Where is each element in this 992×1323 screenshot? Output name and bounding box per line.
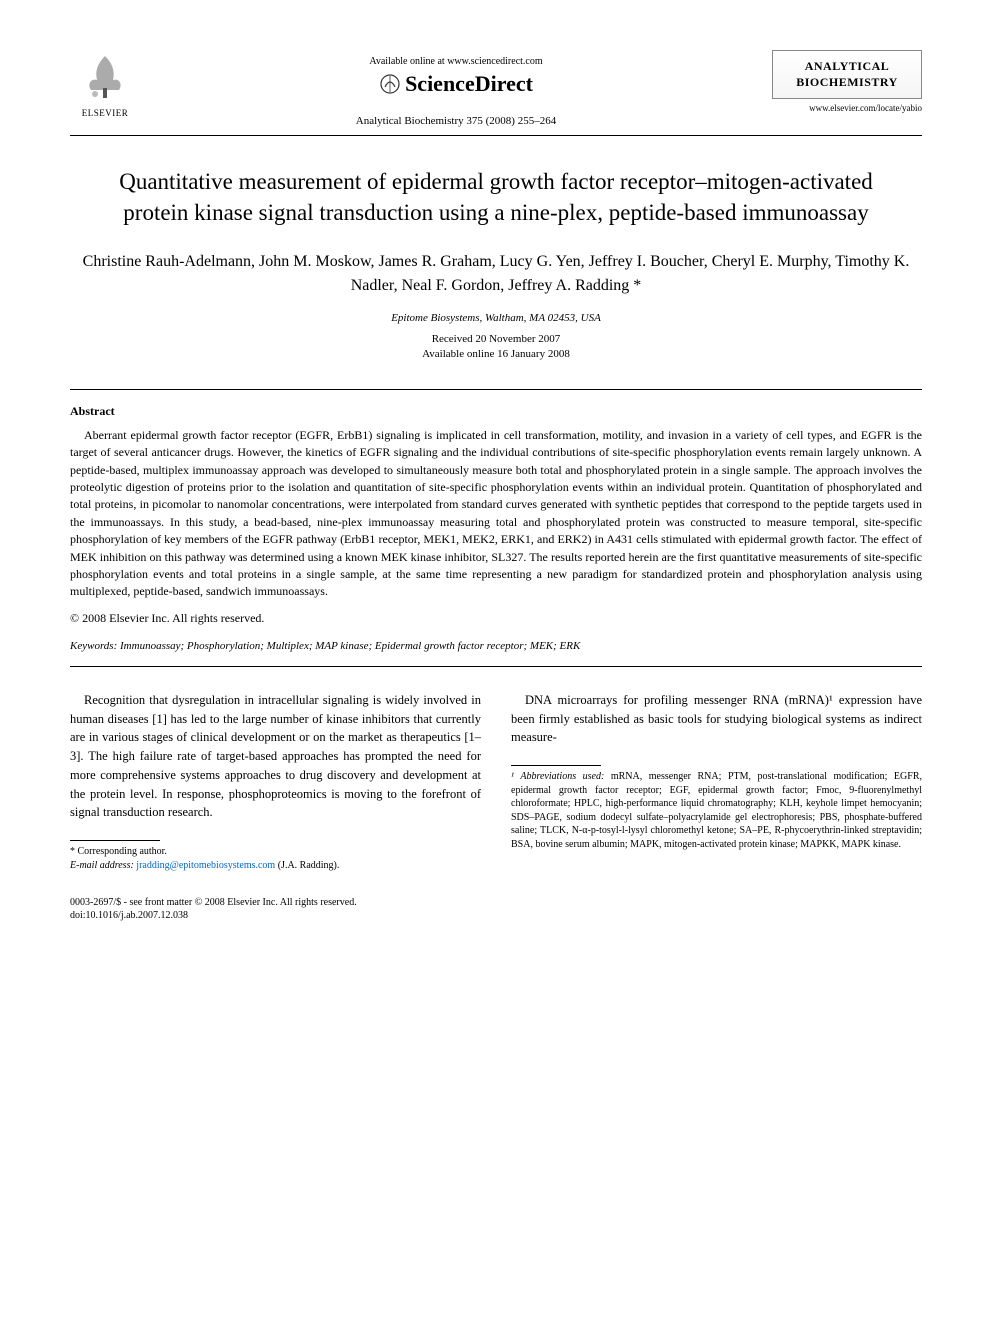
footer-line1: 0003-2697/$ - see front matter © 2008 El… [70, 896, 922, 909]
left-paragraph: Recognition that dysregulation in intrac… [70, 691, 481, 822]
abstract-body: Aberrant epidermal growth factor recepto… [70, 427, 922, 601]
elsevier-logo: ELSEVIER [70, 50, 140, 118]
abstract-copyright: © 2008 Elsevier Inc. All rights reserved… [70, 611, 922, 626]
abbreviations-footnote: ¹ Abbreviations used: mRNA, messenger RN… [511, 770, 922, 851]
journal-name-line1: ANALYTICAL [779, 59, 915, 75]
footnote-separator-right [511, 765, 601, 766]
elsevier-label: ELSEVIER [82, 108, 129, 118]
footnote-separator-left [70, 840, 160, 841]
abstract-heading: Abstract [70, 404, 922, 419]
footer: 0003-2697/$ - see front matter © 2008 El… [70, 896, 922, 922]
sciencedirect-icon [379, 73, 401, 95]
dates: Received 20 November 2007 Available onli… [70, 332, 922, 363]
abbrev-label: ¹ Abbreviations used: [511, 771, 604, 782]
affiliation: Epitome Biosystems, Waltham, MA 02453, U… [70, 312, 922, 324]
footer-doi: doi:10.1016/j.ab.2007.12.038 [70, 909, 922, 922]
journal-reference: Analytical Biochemistry 375 (2008) 255–2… [140, 115, 772, 127]
journal-name: ANALYTICAL BIOCHEMISTRY [772, 50, 922, 99]
locate-url: www.elsevier.com/locate/yabio [772, 103, 922, 113]
email-label: E-mail address: [70, 860, 134, 871]
corresponding-author-footnote: * Corresponding author. E-mail address: … [70, 845, 481, 872]
keywords: Keywords: Immunoassay; Phosphorylation; … [70, 640, 922, 652]
received-date: Received 20 November 2007 [70, 332, 922, 347]
journal-box: ANALYTICAL BIOCHEMISTRY www.elsevier.com… [772, 50, 922, 113]
right-column: DNA microarrays for profiling messenger … [511, 691, 922, 872]
article-title: Quantitative measurement of epidermal gr… [90, 166, 902, 228]
page: ELSEVIER Available online at www.science… [0, 0, 992, 962]
email-suffix: (J.A. Radding). [275, 860, 339, 871]
journal-name-line2: BIOCHEMISTRY [779, 75, 915, 91]
elsevier-tree-icon [77, 50, 133, 106]
keywords-label: Keywords: [70, 640, 117, 652]
left-column: Recognition that dysregulation in intrac… [70, 691, 481, 872]
available-online-text: Available online at www.sciencedirect.co… [140, 56, 772, 67]
body-columns: Recognition that dysregulation in intrac… [70, 691, 922, 872]
abstract-top-rule [70, 389, 922, 390]
available-date: Available online 16 January 2008 [70, 347, 922, 362]
sciencedirect-label: ScienceDirect [405, 71, 533, 97]
email-address[interactable]: jradding@epitomebiosystems.com [136, 860, 275, 871]
header-row: ELSEVIER Available online at www.science… [70, 50, 922, 127]
abbrev-body: mRNA, messenger RNA; PTM, post-translati… [511, 771, 922, 850]
sciencedirect-logo: ScienceDirect [379, 71, 533, 97]
right-paragraph: DNA microarrays for profiling messenger … [511, 691, 922, 747]
keywords-list: Immunoassay; Phosphorylation; Multiplex;… [117, 640, 580, 652]
email-line: E-mail address: jradding@epitomebiosyste… [70, 859, 481, 873]
header-rule [70, 135, 922, 136]
abstract-bottom-rule [70, 666, 922, 667]
header-center: Available online at www.sciencedirect.co… [140, 50, 772, 127]
authors: Christine Rauh-Adelmann, John M. Moskow,… [70, 250, 922, 298]
corr-author-label: * Corresponding author. [70, 845, 481, 859]
